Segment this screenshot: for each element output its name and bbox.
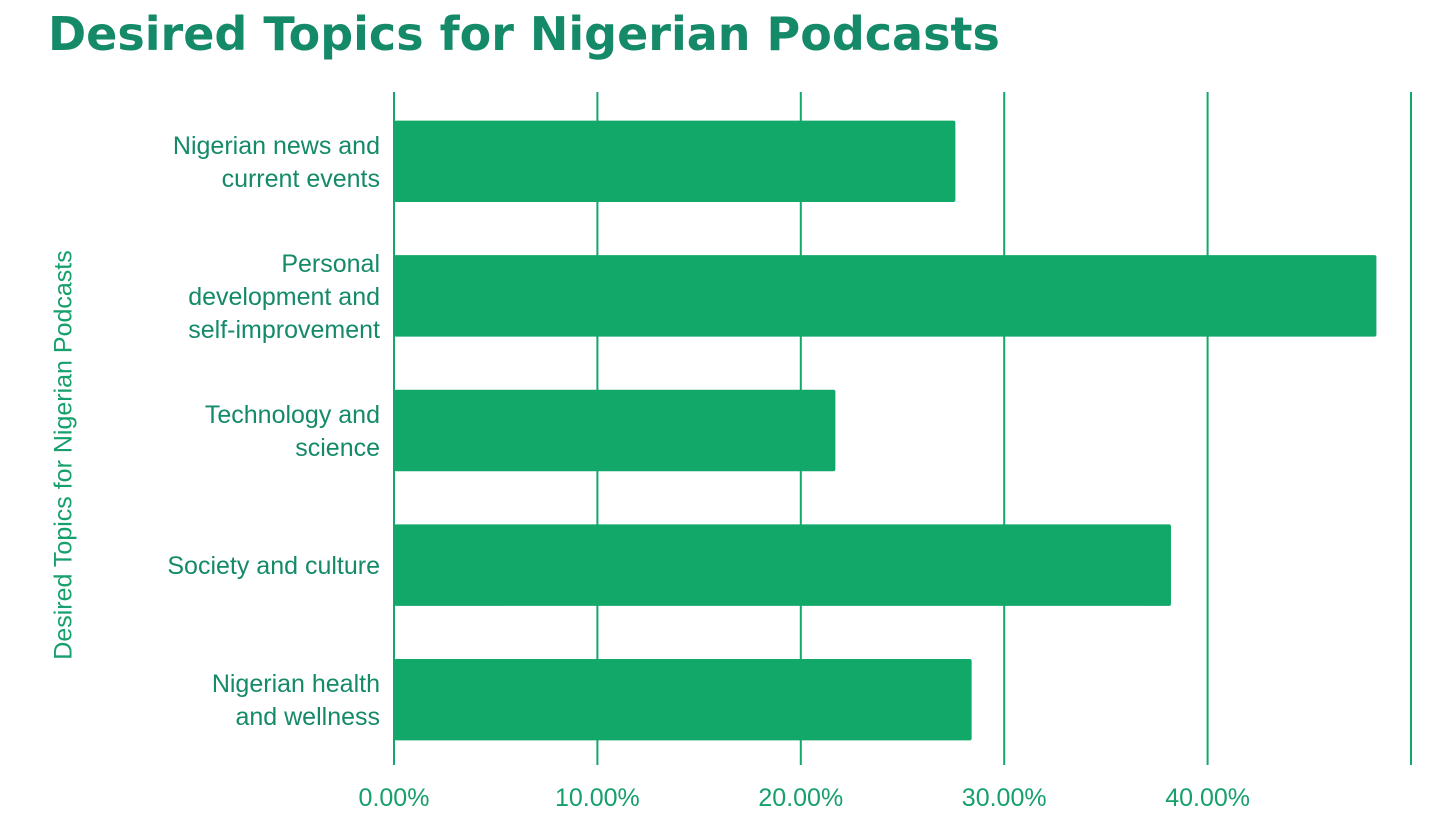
category-label-line: current events: [222, 165, 380, 193]
category-label: Society and culture: [167, 552, 380, 580]
bar: [394, 255, 1377, 337]
x-tick-labels: 0.00% 10.00% 20.00% 30.00% 40.00%: [359, 784, 1250, 812]
category-label: Personal development and self-improvement: [188, 250, 380, 344]
bar: [394, 120, 956, 203]
category-label-line: and wellness: [235, 703, 380, 731]
x-tick-label: 30.00%: [962, 784, 1047, 812]
category-label-line: Nigerian health: [212, 670, 380, 698]
chart-title: Desired Topics for Nigerian Podcasts: [48, 7, 1000, 61]
category-label-line: development and: [188, 283, 380, 311]
bars: [394, 120, 1377, 741]
category-label: Technology and science: [205, 401, 380, 462]
category-label-line: Society and culture: [167, 552, 380, 580]
category-label: Nigerian news and current events: [173, 132, 380, 193]
x-tick-label: 10.00%: [555, 784, 640, 812]
x-tick-label: 20.00%: [758, 784, 843, 812]
category-label: Nigerian health and wellness: [212, 670, 380, 731]
bar: [394, 658, 972, 741]
category-label-line: Nigerian news and: [173, 132, 380, 160]
x-tick-label: 0.00%: [359, 784, 430, 812]
bar: [394, 389, 836, 472]
category-label-line: Personal: [281, 250, 380, 278]
x-tick-label: 40.00%: [1165, 784, 1250, 812]
bar: [394, 524, 1171, 606]
category-label-line: self-improvement: [188, 316, 380, 344]
category-labels: Nigerian news and current events Personal d…: [167, 132, 380, 731]
category-label-line: science: [295, 434, 380, 462]
category-label-line: Technology and: [205, 401, 380, 429]
